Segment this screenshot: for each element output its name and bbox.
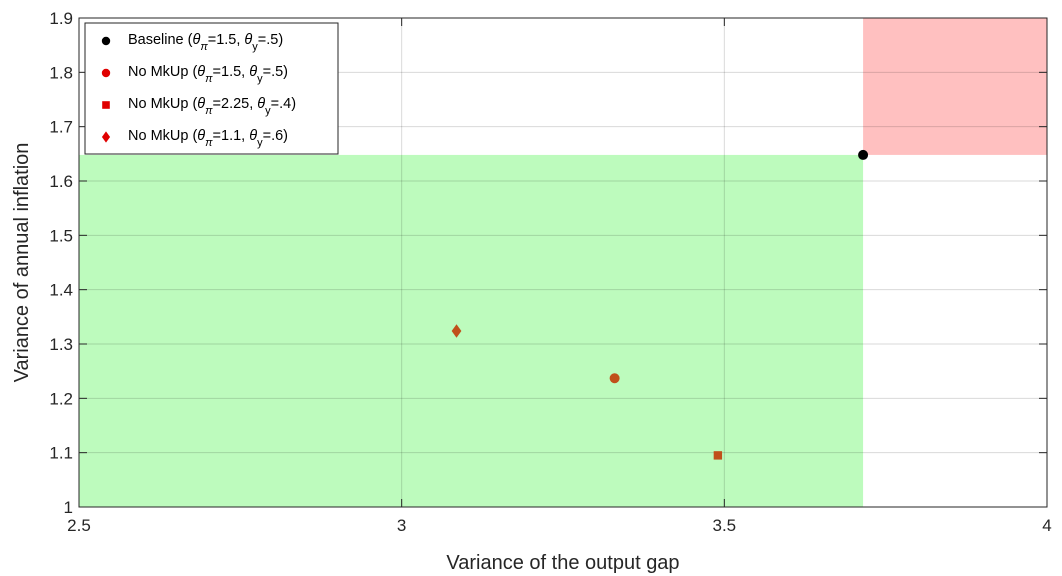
y-tick-label: 1.4 [49, 281, 73, 300]
x-tick-label: 3 [397, 516, 406, 535]
y-tick-label: 1.2 [49, 389, 73, 408]
legend-entry-4: No MkUp (θπ=1.1, θy=.6) [128, 128, 288, 149]
y-tick-label: 1.1 [49, 444, 73, 463]
legend-marker-3 [102, 101, 110, 109]
axes-box [78, 17, 1048, 508]
y-tick-label: 1.5 [49, 226, 73, 245]
legend-marker-1 [101, 36, 111, 46]
shaded-regions [79, 18, 1047, 508]
legend-entry-3: No MkUp (θπ=2.25, θy=.4) [128, 96, 296, 117]
y-tick-label: 1.6 [49, 172, 73, 191]
y-tick-label: 1 [64, 498, 73, 517]
data-point-3 [713, 451, 723, 460]
y-axis-ticks: 1 1.1 1.2 1.3 1.4 1.5 1.6 1.7 1.8 1.9 [49, 9, 1047, 517]
legend-entry-1: Baseline (θπ=1.5, θy=.5) [128, 32, 283, 53]
legend-entry-2: No MkUp (θπ=1.5, θy=.5) [128, 64, 288, 85]
data-point-4 [451, 324, 462, 338]
y-tick-label: 1.8 [49, 63, 73, 82]
data-points [451, 149, 869, 460]
region-better [79, 154, 864, 508]
legend-box [84, 22, 339, 155]
region-worse [863, 18, 1047, 155]
x-axis-label: Variance of the output gap [446, 552, 679, 574]
y-tick-label: 1.9 [49, 9, 73, 28]
y-tick-label: 1.3 [49, 335, 73, 354]
x-tick-label: 3.5 [713, 516, 737, 535]
y-axis-label: Variance of annual inflation [11, 143, 33, 383]
data-point-1 [858, 149, 869, 160]
data-point-2 [609, 373, 620, 384]
grid-lines [79, 18, 1047, 507]
x-tick-label: 4 [1042, 516, 1051, 535]
x-axis-ticks: 2.5 3 3.5 4 [67, 18, 1052, 535]
legend-marker-2 [101, 68, 111, 78]
y-tick-label: 1.7 [49, 118, 73, 137]
legend: Baseline (θπ=1.5, θy=.5) No MkUp (θπ=1.5,… [84, 22, 339, 155]
x-tick-label: 2.5 [67, 516, 91, 535]
legend-marker-4 [101, 131, 111, 143]
